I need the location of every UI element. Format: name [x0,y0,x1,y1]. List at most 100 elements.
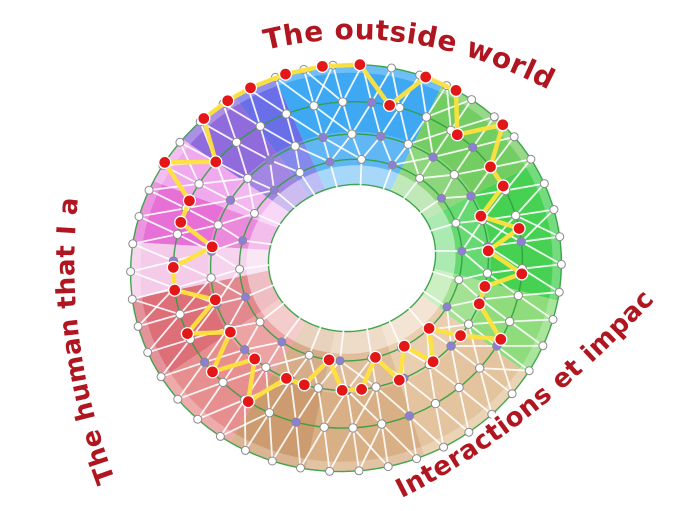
node [554,287,564,297]
mesh-line [339,359,377,388]
red-node [209,155,223,169]
node [415,173,425,183]
mesh-line [375,386,411,417]
mesh-line [313,104,324,139]
node [457,246,467,256]
mesh-line [471,135,516,149]
mesh-line [185,199,232,210]
node [265,155,275,165]
mesh-line [222,366,267,384]
mesh-line [495,344,513,395]
red-node [279,371,294,386]
mesh-line [246,177,256,215]
mesh-line [471,115,496,149]
mesh-line [176,223,220,236]
node [206,273,216,283]
mesh-line [160,361,206,378]
node [193,414,203,424]
node [304,350,314,360]
shading-layer [130,64,562,472]
node [430,398,441,409]
mesh-line [222,102,238,144]
mesh-line [138,215,179,236]
red-node [496,118,510,132]
mesh-line [210,250,241,271]
mesh-line [317,359,341,389]
sector-light-tan [381,295,528,456]
mesh-line [178,141,217,163]
mesh-line [219,411,271,438]
node [213,220,223,230]
mesh-line [350,101,373,136]
red-node [496,179,510,193]
node [526,154,536,164]
red-node [494,332,508,346]
node [509,132,519,142]
red-node [354,382,369,397]
node [437,193,446,203]
mesh-line [129,260,175,273]
red-node [315,59,330,73]
node [269,185,279,195]
node [404,411,415,421]
mesh-line [203,348,246,364]
mesh-line [490,158,532,169]
node [511,210,521,221]
node [143,347,153,357]
node [309,101,319,111]
mesh-line [210,268,241,279]
mesh-line [146,313,181,354]
node [126,267,136,277]
node [487,409,497,419]
mesh-line [380,423,390,468]
mesh-line [308,354,320,389]
node [464,427,474,437]
node [240,445,250,455]
mesh-line [238,264,270,271]
mesh-line [271,421,298,462]
mesh-line [131,233,179,245]
mesh-line [434,402,445,449]
mesh-line [460,250,489,275]
mesh-line [520,240,563,266]
mesh-line [379,135,394,166]
mesh-line [268,411,274,462]
mesh-line [486,272,520,297]
mesh-line [295,421,302,469]
mesh-line [317,387,326,429]
node [277,337,287,347]
mesh-line [196,398,246,421]
node [513,290,523,301]
red-node [450,128,464,142]
mesh-line [173,277,213,289]
mesh-line [352,426,360,472]
label-the-human-that-i-am: The human that I am [0,0,122,488]
node [446,341,456,351]
node [218,377,228,388]
mesh-line [504,182,546,192]
node [335,356,345,366]
mesh-line [478,367,513,395]
mesh-line [294,145,331,163]
node [366,97,377,108]
mesh-line [458,386,493,416]
mesh-line [332,64,344,103]
node [468,142,478,153]
node [156,372,166,382]
node [296,463,305,473]
mesh-line [246,177,276,192]
red-node [512,221,526,236]
node [319,422,329,432]
node [394,102,405,113]
red-node [243,81,258,95]
sector-salmon [161,298,306,442]
mesh-line [514,208,555,217]
red-node [278,67,293,81]
mesh-line [131,242,175,263]
red-node [297,378,311,392]
highlight-nodes-layer [158,57,529,409]
red-node [481,244,495,258]
mesh-line [280,317,301,343]
mesh-line [328,133,353,163]
